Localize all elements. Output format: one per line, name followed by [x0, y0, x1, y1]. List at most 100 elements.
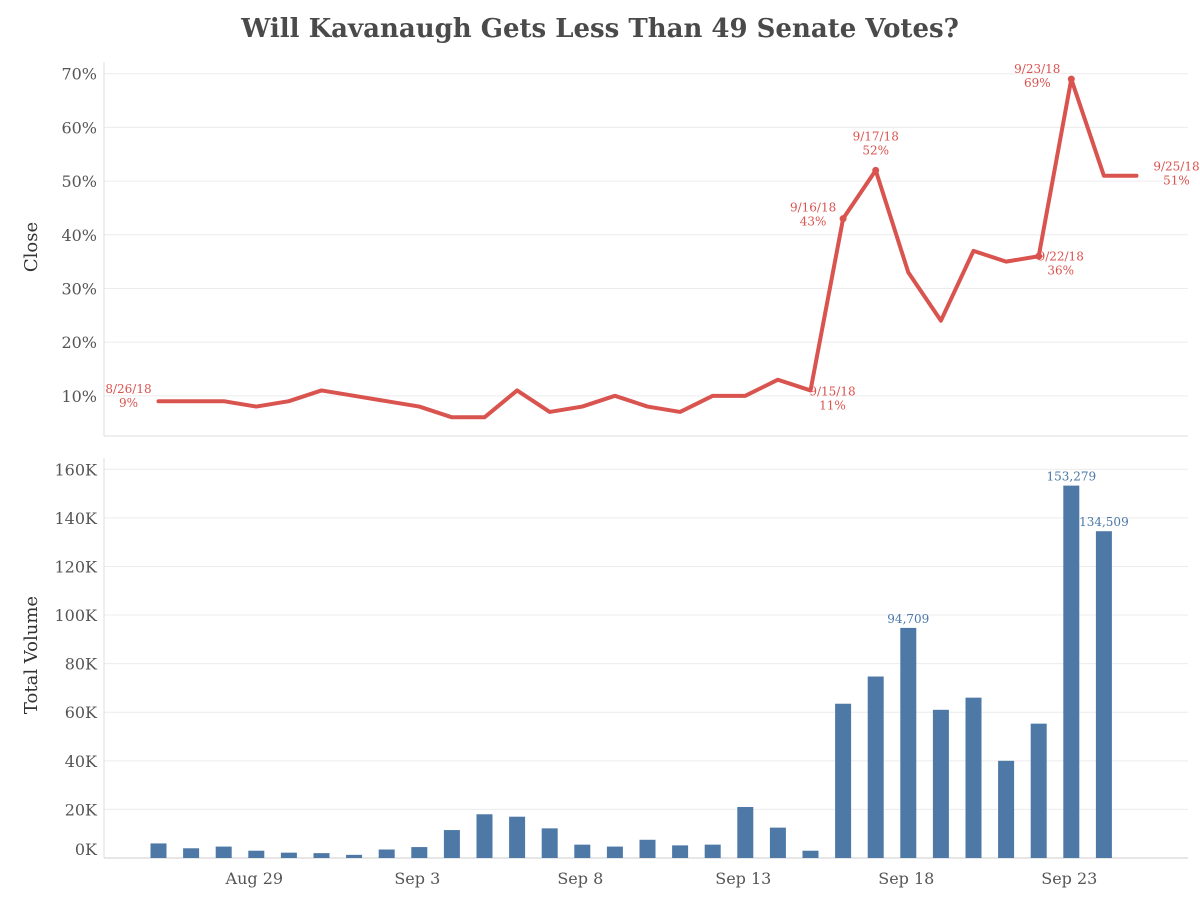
annotated-point	[1035, 252, 1043, 260]
line-point	[418, 406, 420, 408]
y-tick-label-volume: 60K	[65, 703, 98, 722]
y-tick-label-volume: 160K	[55, 460, 99, 479]
annotated-point	[1067, 75, 1075, 83]
y-tick-label-close: 20%	[61, 333, 97, 352]
line-annotation-date: 9/17/18	[853, 129, 899, 143]
volume-bar	[541, 828, 558, 858]
volume-bar	[606, 846, 623, 858]
volume-bar	[932, 709, 949, 858]
volume-bar	[509, 816, 526, 858]
x-tick-label: Sep 3	[394, 869, 440, 888]
volume-bar	[411, 847, 428, 858]
line-point	[1005, 261, 1007, 263]
chart-title: Will Kavanaugh Gets Less Than 49 Senate …	[241, 14, 959, 44]
line-annotation-date: 9/23/18	[1014, 62, 1060, 76]
line-point	[321, 389, 322, 391]
line-annotation-value: 9%	[119, 396, 138, 410]
bar-value-label: 94,709	[887, 612, 929, 626]
x-tick-label: Sep 23	[1041, 869, 1097, 888]
y-tick-label-volume: 140K	[55, 509, 99, 528]
line-point	[712, 395, 714, 397]
line-annotation-value: 69%	[1024, 76, 1051, 90]
x-tick-label: Sep 13	[715, 869, 771, 888]
line-point	[451, 416, 453, 418]
volume-bar	[476, 814, 493, 858]
volume-bar	[835, 703, 852, 858]
volume-bar	[737, 806, 754, 858]
line-point	[679, 411, 681, 413]
line-annotation-date: 8/26/18	[105, 382, 151, 396]
line-point	[907, 271, 909, 273]
volume-bar	[769, 827, 786, 858]
line-panel-grid	[104, 73, 1188, 397]
line-annotation-date: 9/25/18	[1153, 160, 1199, 174]
y-tick-label-volume: 20K	[65, 800, 98, 819]
y-tick-label-close: 60%	[61, 118, 97, 137]
x-tick-label: Sep 18	[878, 869, 934, 888]
line-point	[614, 395, 616, 397]
y-tick-label-close: 50%	[61, 172, 97, 191]
y-axis-label-close: Close	[21, 222, 42, 272]
line-point	[484, 416, 485, 418]
volume-bar	[280, 852, 297, 858]
volume-bar	[1095, 531, 1112, 858]
line-point	[744, 395, 746, 397]
line-annotation-value: 43%	[800, 215, 827, 229]
line-point	[581, 406, 583, 408]
bar-value-label: 134,509	[1079, 515, 1129, 529]
line-point	[288, 400, 290, 402]
annotated-point	[839, 215, 847, 223]
volume-bar	[672, 845, 689, 858]
line-point	[158, 400, 159, 402]
volume-bar	[313, 853, 330, 858]
volume-bar	[346, 854, 363, 858]
volume-bar	[900, 627, 917, 858]
line-annotation-value: 11%	[819, 398, 846, 412]
line-point	[1136, 175, 1137, 177]
y-tick-label-close: 30%	[61, 279, 97, 298]
y-tick-label-volume: 120K	[55, 557, 99, 576]
line-point	[549, 411, 551, 413]
line-point	[255, 406, 257, 408]
line-point	[353, 395, 355, 397]
line-point	[516, 389, 518, 391]
volume-bar	[215, 846, 232, 858]
line-point	[810, 389, 811, 391]
volume-bar	[1063, 485, 1080, 858]
volume-bar	[443, 830, 460, 858]
y-tick-label-volume: 80K	[65, 655, 98, 674]
line-point	[647, 406, 648, 408]
line-point	[973, 250, 974, 252]
volume-bar	[150, 843, 167, 858]
volume-bar	[998, 760, 1015, 858]
y-tick-label-close: 70%	[61, 65, 97, 84]
x-tick-label: Aug 29	[225, 869, 284, 888]
volume-bar	[867, 676, 884, 858]
y-tick-label-volume: 40K	[65, 752, 98, 771]
y-tick-label-close: 10%	[61, 387, 97, 406]
line-point	[1103, 175, 1105, 177]
y-axis-label-volume: Total Volume	[21, 596, 42, 714]
volume-bar	[248, 850, 265, 858]
close-series-line	[156, 77, 1139, 420]
line-point	[940, 320, 942, 322]
close-line	[156, 75, 1139, 420]
line-point	[777, 379, 779, 381]
x-tick-label: Sep 8	[557, 869, 603, 888]
volume-bar	[965, 697, 982, 858]
volume-bar	[802, 850, 819, 858]
bar-value-label: 153,279	[1046, 470, 1096, 484]
bar-panel-grid	[104, 468, 1188, 810]
line-annotation-date: 9/15/18	[809, 384, 855, 398]
annotated-point	[872, 166, 880, 174]
volume-bar	[378, 849, 395, 858]
y-tick-label-volume: 0K	[75, 840, 98, 859]
line-point	[386, 400, 388, 402]
chart-labels: 10% 20% 30% 40% 50% 60% 70% 0K 20K 40K 60K 80K 100K 1…	[55, 62, 1200, 888]
line-annotation-value: 36%	[1047, 263, 1074, 277]
line-point	[190, 400, 192, 402]
volume-bar	[183, 848, 200, 858]
line-annotation-date: 9/22/18	[1038, 249, 1084, 263]
volume-bars	[150, 485, 1112, 858]
